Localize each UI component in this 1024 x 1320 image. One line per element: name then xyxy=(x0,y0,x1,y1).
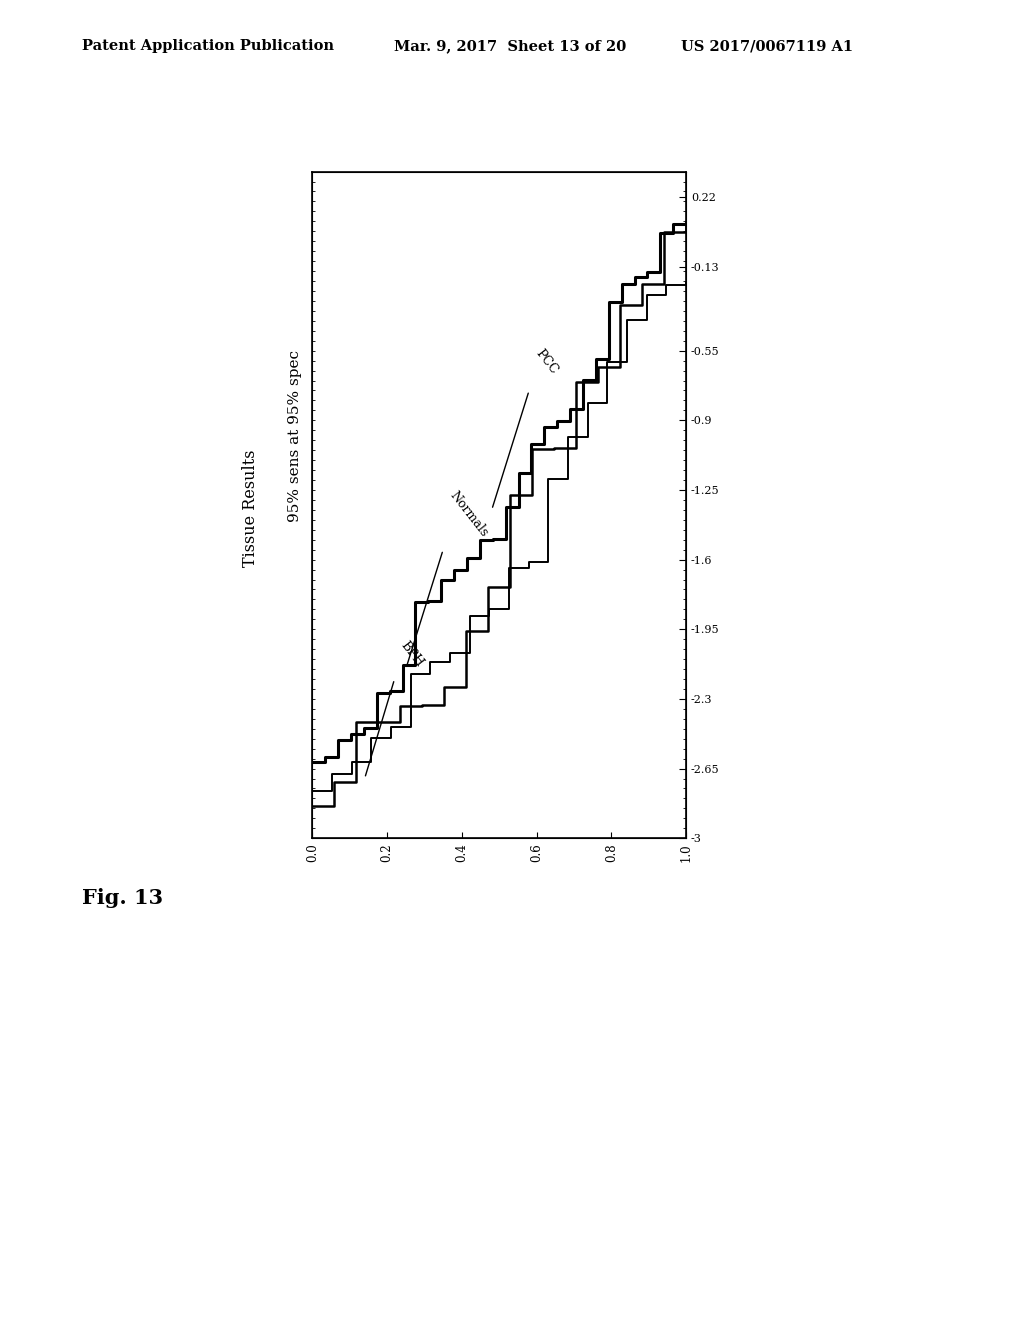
Text: Patent Application Publication: Patent Application Publication xyxy=(82,40,334,53)
Text: BPH: BPH xyxy=(398,639,426,669)
Text: 95% sens at 95% spec: 95% sens at 95% spec xyxy=(288,350,302,521)
Text: Mar. 9, 2017  Sheet 13 of 20: Mar. 9, 2017 Sheet 13 of 20 xyxy=(394,40,627,53)
Text: Fig. 13: Fig. 13 xyxy=(82,888,163,908)
Text: Normals: Normals xyxy=(446,490,490,540)
Text: PCC: PCC xyxy=(532,347,560,376)
Text: US 2017/0067119 A1: US 2017/0067119 A1 xyxy=(681,40,853,53)
Text: Tissue Results: Tissue Results xyxy=(243,449,259,568)
